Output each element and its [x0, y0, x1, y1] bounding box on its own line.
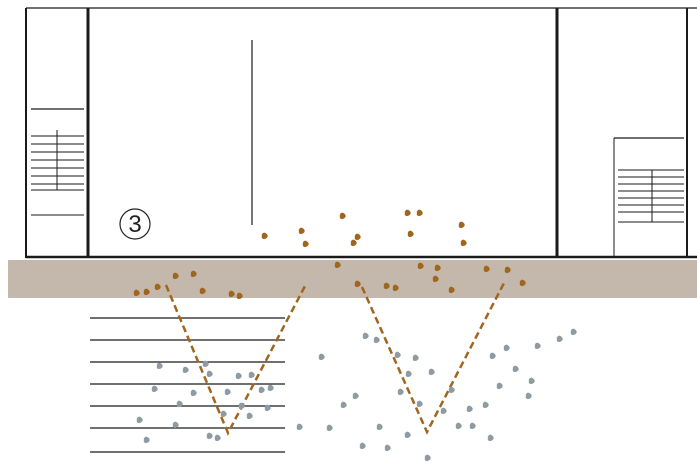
grey-particle [202, 360, 209, 368]
grey-particle [214, 434, 221, 442]
grey-particle [340, 401, 347, 409]
brown-particle [334, 261, 341, 269]
grey-particle [525, 392, 532, 400]
right-stair-detail [618, 169, 684, 223]
grey-particle [206, 432, 213, 440]
grey-particle [466, 405, 473, 413]
brown-particle [298, 227, 305, 235]
brown-particle [407, 230, 414, 238]
brown-particle [190, 270, 197, 278]
brown-particle [483, 265, 490, 273]
grey-particle [496, 382, 503, 390]
grey-particle [412, 354, 419, 362]
step-number-badge: 3 [119, 208, 151, 240]
grey-particle [143, 436, 150, 444]
brown-particle [236, 292, 243, 300]
left-building [25, 8, 90, 258]
v-shaped-flow-line-right [360, 282, 506, 435]
brown-particle [504, 266, 511, 274]
brown-particle [350, 239, 357, 247]
brown-particle [133, 289, 140, 297]
brown-particle [172, 272, 179, 280]
brown-particles [133, 209, 526, 300]
grey-particle [206, 370, 213, 378]
grey-particle [156, 362, 163, 370]
brown-particle [354, 233, 361, 241]
left-stair-detail [31, 130, 84, 191]
grey-particle [416, 400, 423, 408]
soil-strata-lines [90, 317, 285, 453]
grey-particle [528, 377, 535, 385]
grey-particle [190, 389, 197, 397]
grey-particle [373, 336, 380, 344]
grey-particle [182, 366, 189, 374]
brown-particle [354, 280, 361, 288]
brown-particle [199, 287, 206, 295]
grey-particle [534, 342, 541, 350]
grey-particle [404, 431, 411, 439]
grey-particle [405, 370, 412, 378]
grey-particle [224, 388, 231, 396]
grey-particle [512, 365, 519, 373]
brown-particle [383, 282, 390, 290]
brown-particle [458, 221, 465, 229]
step-number: 3 [128, 211, 141, 238]
brown-particle [392, 284, 399, 292]
brown-particle [460, 239, 467, 247]
grey-particle [352, 392, 359, 400]
brown-particle [519, 279, 526, 287]
grey-particle [503, 344, 510, 352]
brown-particle [434, 264, 441, 272]
grey-particle [440, 407, 447, 415]
brown-particle [261, 232, 268, 240]
grey-particle [570, 328, 577, 336]
grey-particle [384, 444, 391, 452]
brown-particle [154, 283, 161, 291]
grey-particle [235, 372, 242, 380]
grey-particle [318, 353, 325, 361]
brown-particle [143, 288, 150, 296]
grey-particle [258, 386, 265, 394]
brown-particle [339, 212, 346, 220]
grey-particle [448, 386, 455, 394]
grey-particle [238, 402, 245, 410]
grey-particle [296, 423, 303, 431]
brown-particle [448, 286, 455, 294]
grey-particle [489, 352, 496, 360]
ground-slab [8, 260, 697, 298]
grey-particle [397, 388, 404, 396]
grey-particle [362, 332, 369, 340]
brown-particle [302, 240, 309, 248]
grey-particle [455, 422, 462, 430]
grey-particle [556, 335, 563, 343]
grey-particle [136, 416, 143, 424]
grey-particle [248, 371, 255, 379]
grey-particle [326, 424, 333, 432]
grey-particle [424, 454, 431, 462]
grey-particle [394, 351, 401, 359]
v-shaped-flow-line-left [164, 284, 307, 436]
grey-particle [469, 422, 476, 430]
grey-particle [487, 434, 494, 442]
grey-particle [264, 404, 271, 412]
grey-particle [220, 410, 227, 418]
grey-particle [428, 368, 435, 376]
grey-particle [246, 412, 253, 420]
brown-particle [404, 209, 411, 217]
brown-particle [417, 262, 424, 270]
brown-particle [228, 290, 235, 298]
center-building [251, 8, 559, 258]
grey-particle [376, 423, 383, 431]
brown-particle [416, 209, 423, 217]
grey-particles [136, 328, 577, 462]
grey-particle [176, 400, 183, 408]
grey-particle [482, 401, 489, 409]
grey-particle [359, 442, 366, 450]
grey-particle [172, 421, 179, 429]
grey-particle [267, 384, 274, 392]
right-building [613, 8, 688, 258]
brown-particle [432, 275, 439, 283]
grey-particle [151, 385, 158, 393]
